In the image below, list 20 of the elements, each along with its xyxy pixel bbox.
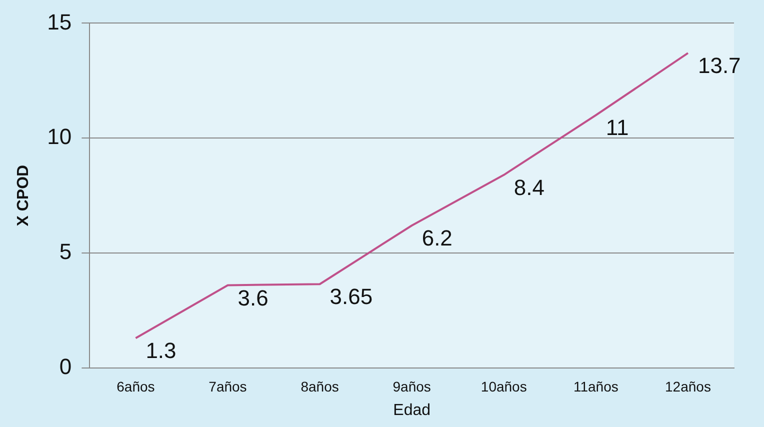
x-tick-label: 7años (208, 378, 247, 394)
data-label: 6.2 (422, 226, 452, 251)
x-axis-title: Edad (393, 402, 431, 419)
y-axis-title: X CPOD (15, 164, 32, 226)
y-tick-label: 10 (47, 124, 72, 150)
x-tick-label: 11años (573, 378, 618, 394)
data-label: 3.6 (238, 285, 268, 310)
x-tick-label: 6años (116, 378, 155, 394)
data-label: 8.4 (514, 174, 544, 200)
x-tick-label: 8años (300, 378, 339, 394)
y-tick-label: 0 (59, 354, 72, 380)
data-label: 1.3 (146, 338, 176, 364)
y-tick-label: 5 (59, 239, 72, 264)
y-tick-label: 15 (47, 9, 72, 34)
x-tick-label: 12años (665, 378, 711, 394)
x-tick-label: 10años (480, 378, 527, 394)
x-tick-label: 9años (392, 378, 431, 394)
data-label: 3.65 (330, 284, 373, 310)
data-label: 13.7 (698, 53, 741, 78)
data-label: 11 (606, 115, 629, 140)
